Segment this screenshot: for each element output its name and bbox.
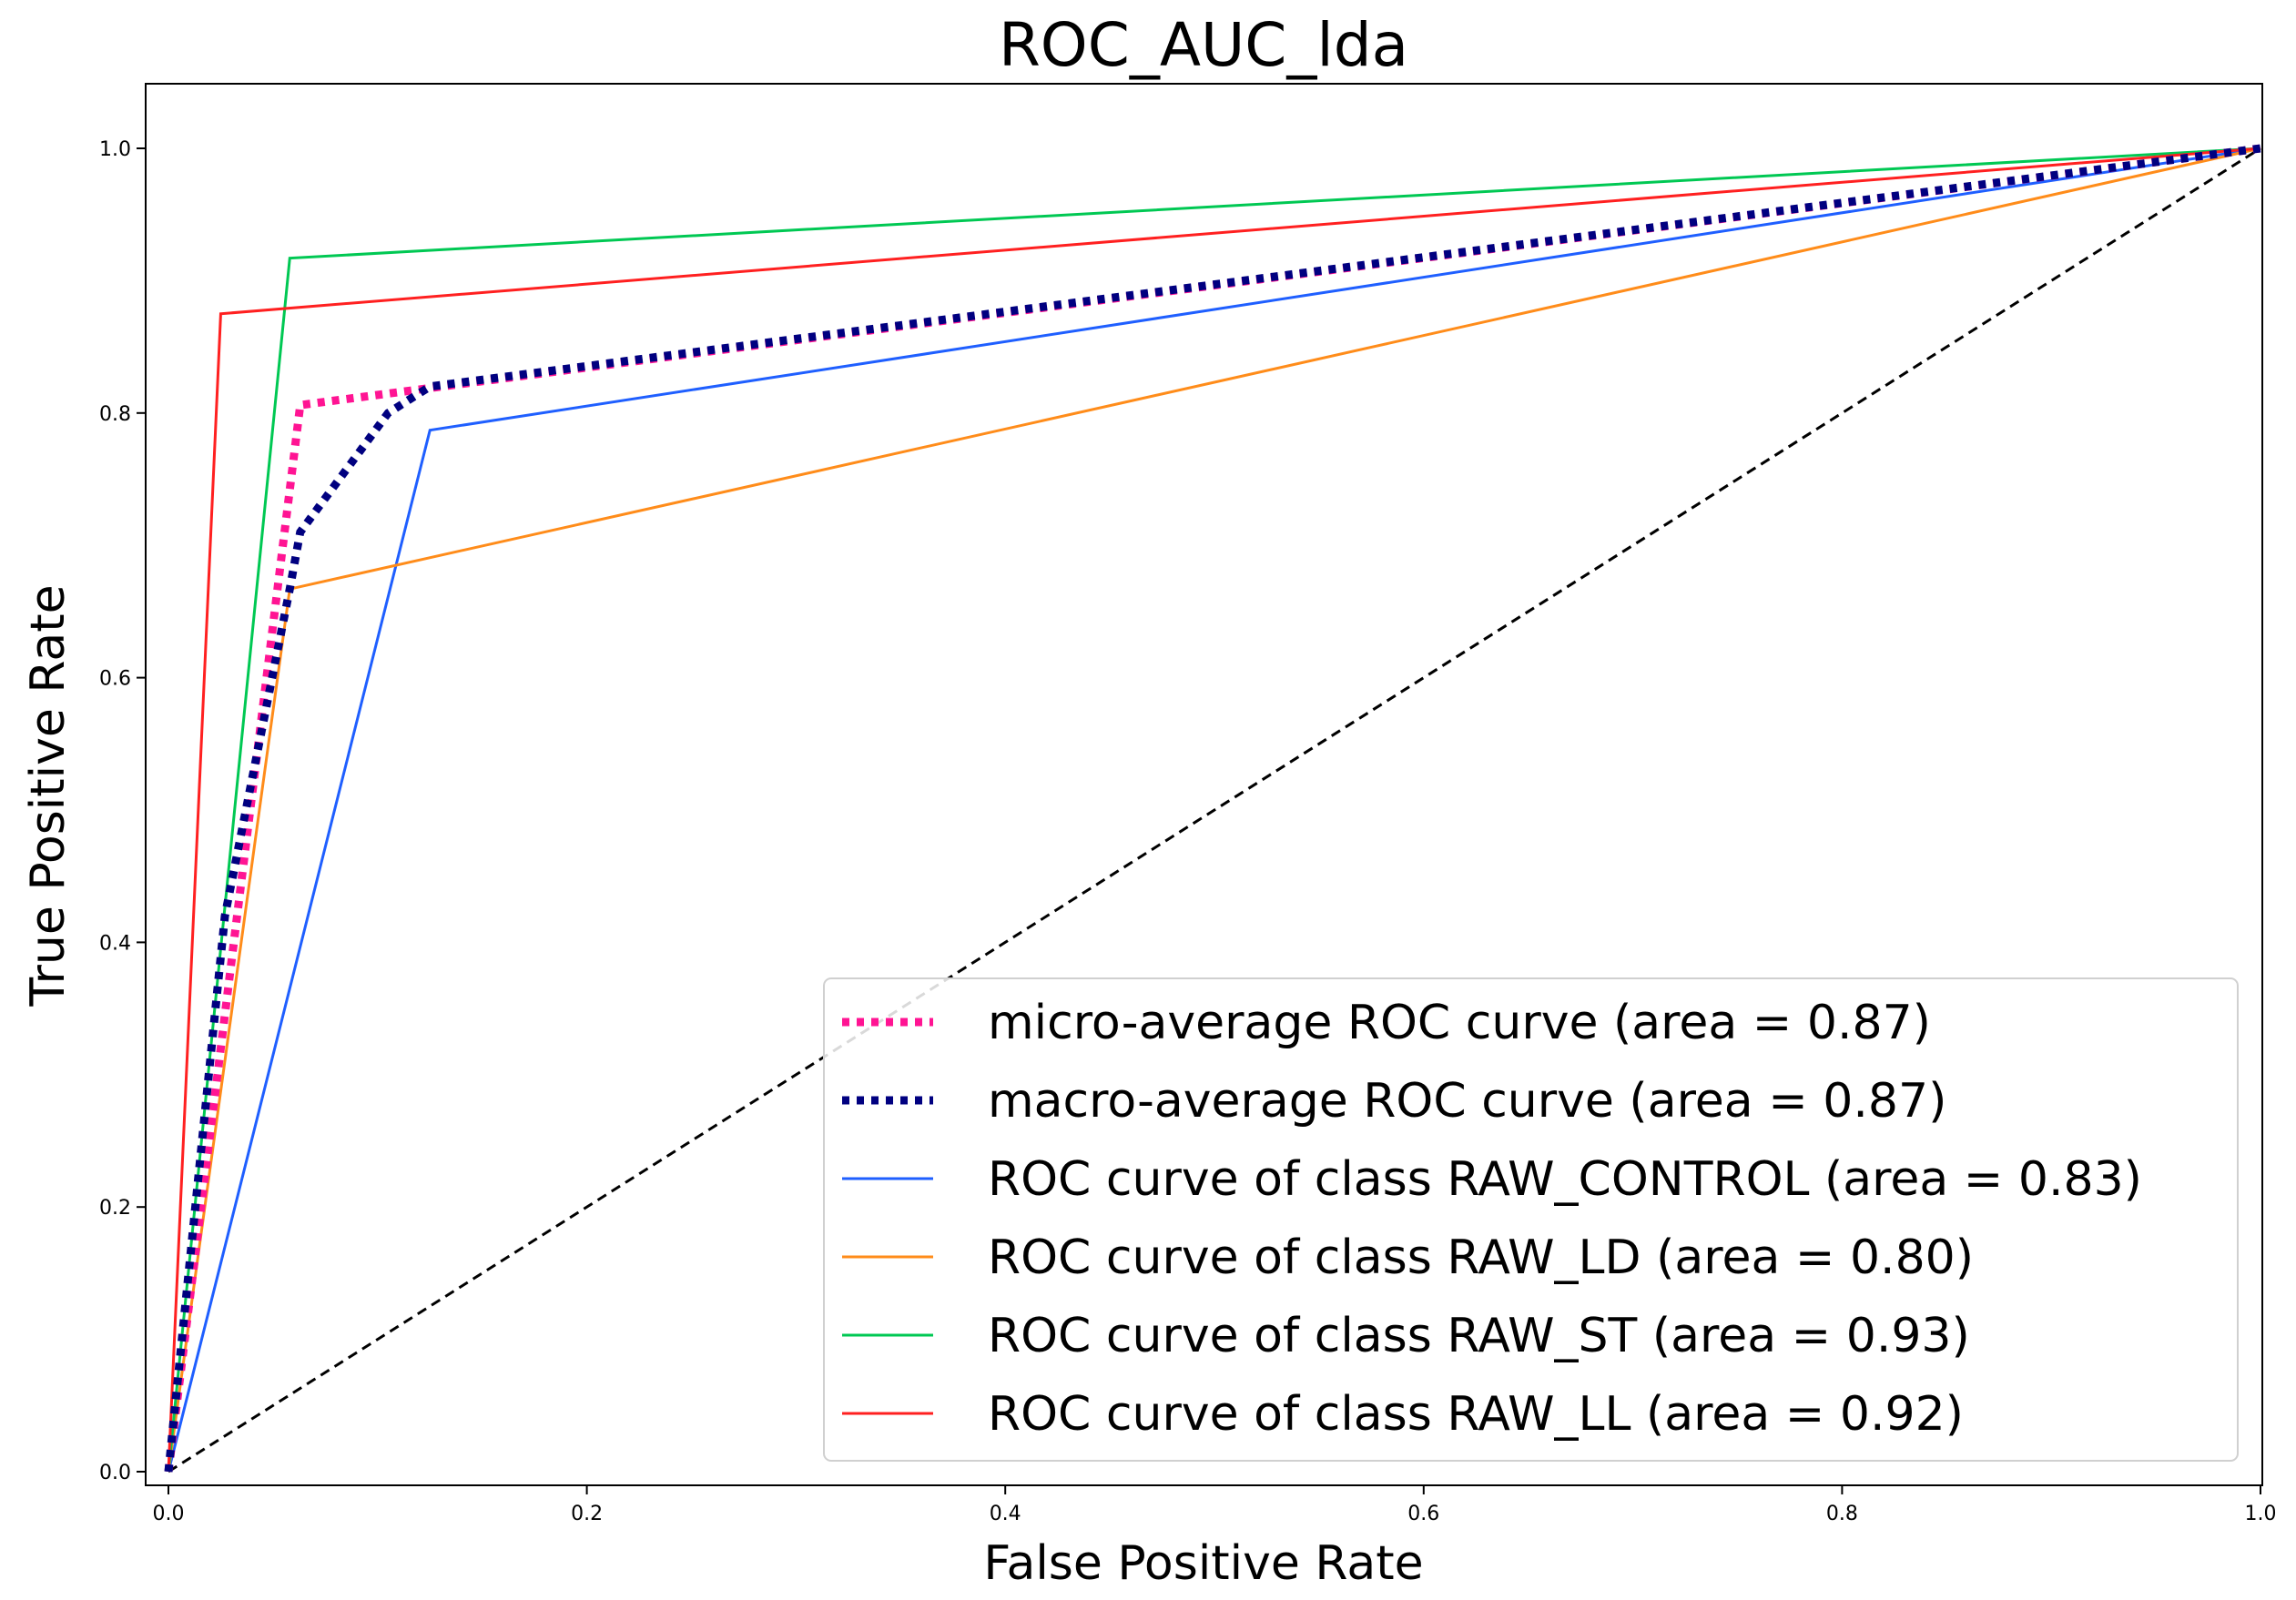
x-tick-label: 0.8	[1826, 1503, 1858, 1525]
y-tick-label: 0.6	[99, 668, 131, 691]
legend: micro-average ROC curve (area = 0.87) mac…	[823, 977, 2239, 1462]
y-tick-label: 0.4	[99, 932, 131, 955]
y-tick-label: 1.0	[99, 138, 131, 161]
x-tick-label: 0.0	[153, 1503, 185, 1525]
series-line-macro-average-roc-curve-area-0-87	[164, 144, 2261, 1473]
reference-diagonal-line	[168, 147, 2261, 1473]
y-axis-label: True Positive Rate	[21, 584, 76, 1007]
y-tick-label: 0.8	[99, 403, 131, 426]
series-line-roc-curve-of-class-raw-control-area-0-83	[167, 147, 2261, 1473]
series-line-roc-curve-of-class-raw-ll-area-0-92	[167, 147, 2261, 1473]
plot-frame	[145, 83, 2263, 1486]
legend-label: ROC curve of class RAW_CONTROL (area = 0…	[988, 1152, 2142, 1207]
plot-area: 0.0 0.2 0.4 0.6 0.8 1.0 0.0 0.2 0.4 0.6 0.8 1.0	[99, 83, 2277, 1525]
x-axis-label: False Positive Rate	[983, 1536, 1423, 1591]
legend-label: micro-average ROC curve (area = 0.87)	[988, 996, 1931, 1050]
y-tick-label: 0.2	[99, 1197, 131, 1220]
legend-label: macro-average ROC curve (area = 0.87)	[988, 1074, 1946, 1129]
legend-label: ROC curve of class RAW_LD (area = 0.80)	[988, 1230, 1974, 1285]
legend-label: ROC curve of class RAW_ST (area = 0.93)	[988, 1309, 1970, 1363]
x-tick-label: 0.2	[571, 1503, 603, 1525]
y-tick-label: 0.0	[99, 1462, 131, 1484]
legend-box	[823, 977, 2239, 1462]
chart-title: ROC_AUC_lda	[999, 10, 1408, 80]
x-tick-label: 1.0	[2245, 1503, 2277, 1525]
x-tick-label: 0.6	[1407, 1503, 1439, 1525]
series-line-roc-curve-of-class-raw-st-area-0-93	[167, 147, 2261, 1473]
legend-label: ROC curve of class RAW_LL (area = 0.92)	[988, 1387, 1964, 1442]
x-tick-label: 0.4	[990, 1503, 1021, 1525]
plot-lines	[164, 144, 2261, 1473]
